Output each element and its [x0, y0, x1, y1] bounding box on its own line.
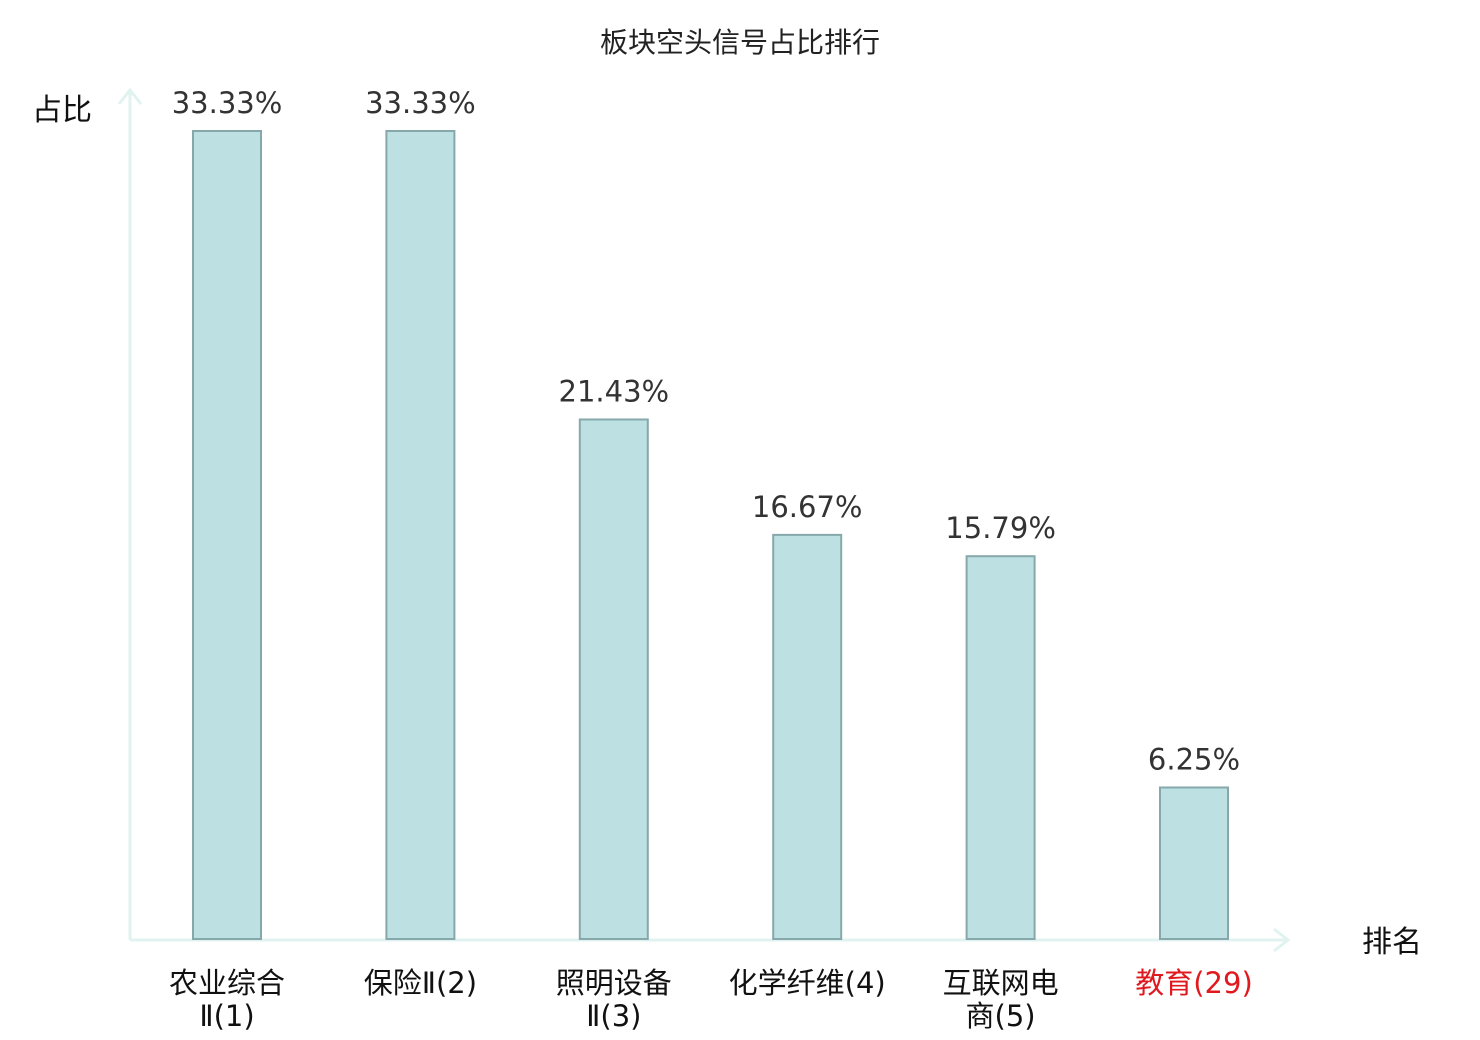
- category-label-line: 照明设备: [556, 966, 672, 1000]
- category-label-line: 农业综合: [169, 966, 285, 1000]
- bar-value-label: 6.25%: [1148, 742, 1240, 776]
- bar-value-label: 15.79%: [945, 511, 1056, 545]
- chart-title: 板块空头信号占比排行: [600, 26, 880, 59]
- bar: [965, 555, 1036, 940]
- bar: [1159, 786, 1229, 941]
- category-label-line: 互联网电: [943, 966, 1059, 1000]
- bar: [192, 130, 262, 940]
- value-labels-group: 33.33% 33.33% 21.43% 16.67% 15.79% 6.25%: [172, 86, 1240, 776]
- category-label: 照明设备 Ⅱ(3): [556, 966, 672, 1033]
- category-labels-group: 农业综合 Ⅱ(1) 保险Ⅱ(2) 照明设备 Ⅱ(3) 化学纤维(4) 互联网电商(5) 教育(…: [169, 966, 1253, 1033]
- bar-value-label: 21.43%: [559, 374, 670, 408]
- category-label-line: 商(5): [966, 999, 1036, 1033]
- category-label: 农业综合 Ⅱ(1): [169, 966, 285, 1033]
- bar-value-label: 16.67%: [752, 490, 863, 524]
- category-label-line: Ⅱ(3): [586, 999, 641, 1033]
- category-label: 化学纤维(4): [729, 966, 886, 1000]
- bar: [385, 130, 456, 940]
- category-label-line: 化学纤维(4): [729, 966, 886, 1000]
- bars-group: [192, 130, 1229, 941]
- category-label-line: 教育(29): [1135, 966, 1253, 1000]
- category-label-line: Ⅱ(1): [199, 999, 254, 1033]
- bar-value-label: 33.33%: [172, 86, 283, 120]
- x-axis-arrow: [1273, 927, 1291, 953]
- category-label: 教育(29): [1135, 966, 1253, 1000]
- x-axis-label: 排名: [1362, 925, 1422, 960]
- bar-value-label: 33.33%: [365, 86, 476, 120]
- y-axis-arrow: [117, 87, 143, 105]
- category-label: 互联网电商(5): [943, 966, 1059, 1033]
- bar: [772, 533, 843, 940]
- y-axis-label: 占比: [32, 93, 92, 128]
- category-label: 保险Ⅱ(2): [364, 966, 477, 1000]
- category-label-line: 保险Ⅱ(2): [364, 966, 477, 1000]
- bar: [578, 418, 649, 940]
